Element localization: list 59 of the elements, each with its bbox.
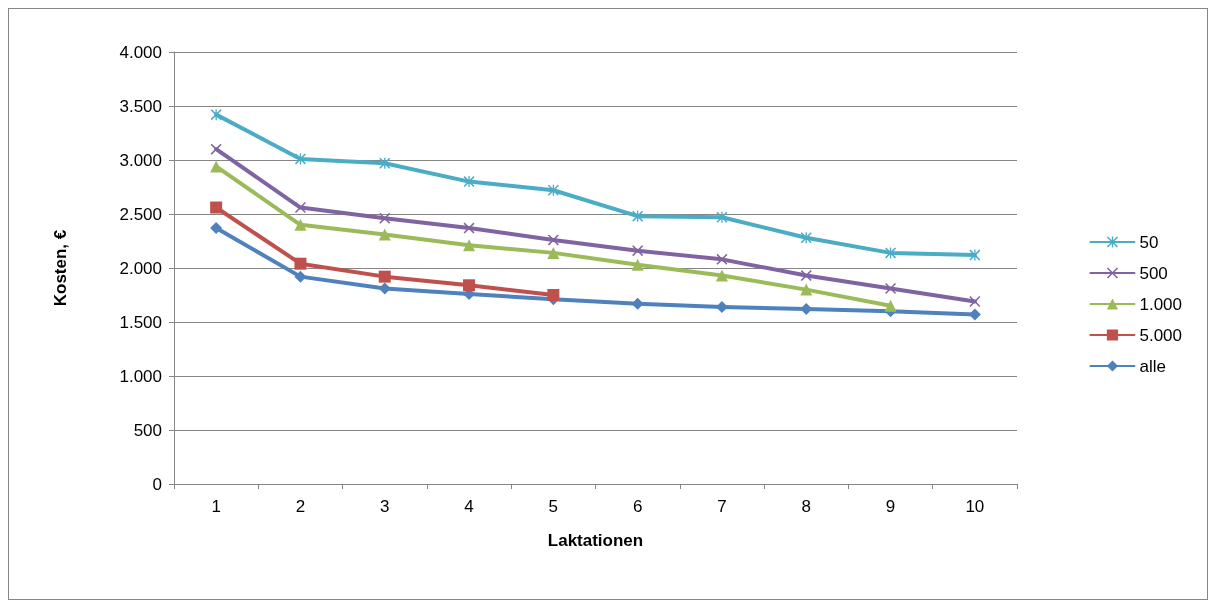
- point: [210, 109, 222, 121]
- point: [631, 258, 644, 271]
- x-tick-label: 7: [717, 497, 727, 516]
- y-axis-title: Kosten, €: [51, 229, 70, 307]
- point: [547, 289, 560, 301]
- legend-label: 500: [1139, 263, 1168, 283]
- x-tick-label: 2: [295, 497, 306, 516]
- point: [800, 232, 812, 244]
- y-tick-label: 4.000: [119, 42, 162, 62]
- point: [547, 246, 560, 259]
- point: [884, 299, 897, 312]
- point: [800, 283, 813, 296]
- y-tick-label: 2.000: [119, 258, 162, 278]
- y-tick-label: 500: [133, 420, 162, 440]
- point: [463, 176, 475, 188]
- y-tick-label: 1.000: [119, 366, 162, 386]
- point: [210, 143, 222, 155]
- y-tick-label: 3.000: [119, 150, 162, 170]
- x-tick-label: 4: [464, 497, 474, 516]
- point: [463, 239, 476, 252]
- point: [210, 222, 223, 235]
- x-tick-label: 5: [548, 497, 559, 516]
- point: [463, 222, 475, 234]
- point: [716, 211, 728, 223]
- point: [547, 234, 559, 246]
- point: [294, 270, 307, 283]
- point: [885, 283, 897, 295]
- point: [379, 212, 391, 224]
- y-tick-label: 3.500: [119, 96, 162, 116]
- x-tick-label: 6: [632, 497, 643, 516]
- legend-label: 50: [1139, 232, 1159, 252]
- point: [378, 270, 391, 283]
- x-tick-label: 10: [965, 497, 985, 516]
- point: [547, 184, 559, 196]
- point: [716, 253, 728, 265]
- y-tick-label: 1.500: [119, 312, 162, 332]
- point: [800, 270, 812, 282]
- point: [210, 201, 223, 214]
- point: [969, 249, 981, 261]
- point: [294, 257, 307, 270]
- point: [969, 295, 981, 307]
- point: [463, 279, 476, 292]
- point: [715, 269, 728, 282]
- y-tick-label: 0: [152, 474, 162, 494]
- point: [378, 228, 391, 241]
- x-tick-label: 1: [211, 497, 221, 516]
- point: [379, 157, 391, 169]
- y-tick-label: 2.500: [119, 204, 162, 224]
- point: [294, 218, 307, 231]
- point: [632, 245, 644, 257]
- x-tick-label: 9: [885, 497, 896, 516]
- legend-label: 5.000: [1139, 325, 1183, 345]
- legend-label: 1.000: [1139, 294, 1183, 314]
- x-tick-label: 8: [801, 497, 811, 516]
- x-axis-title: Laktationen: [547, 531, 644, 550]
- legend-label: alle: [1139, 356, 1166, 376]
- x-tick-label: 3: [380, 497, 390, 516]
- point: [294, 202, 306, 214]
- point: [210, 160, 223, 173]
